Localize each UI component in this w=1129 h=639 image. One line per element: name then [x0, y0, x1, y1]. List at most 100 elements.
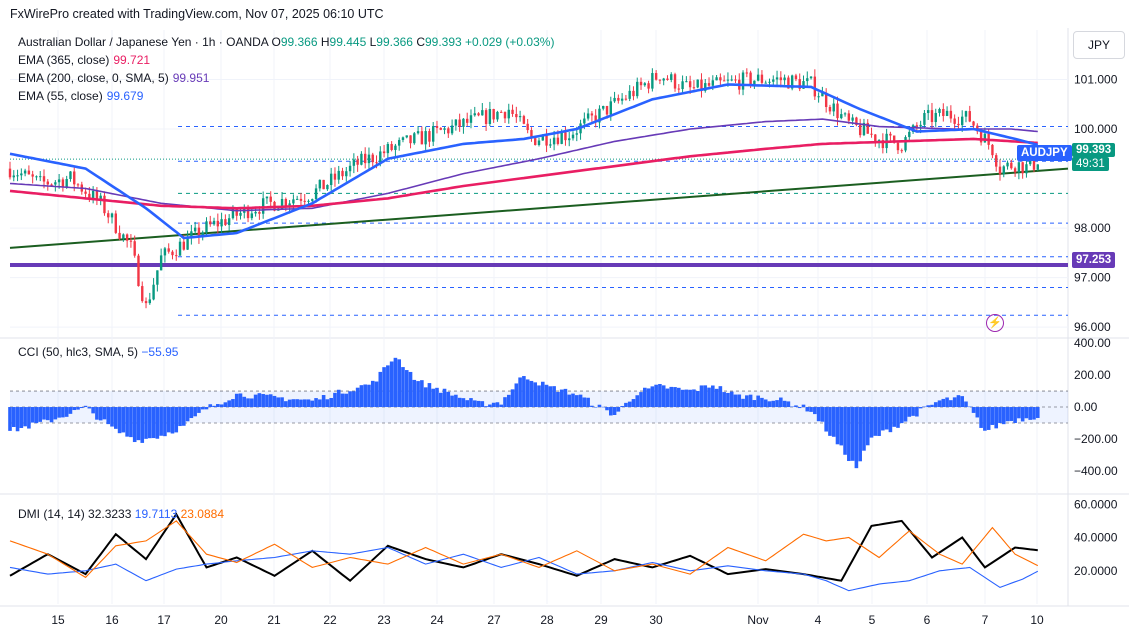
candle-body	[401, 137, 405, 140]
candle-body	[1021, 162, 1024, 174]
candle-body	[1013, 168, 1017, 173]
cci-bar	[408, 371, 413, 408]
cci-bar	[915, 407, 919, 417]
symbol-legend[interactable]: Australian Dollar / Japanese Yen · 1h · …	[18, 35, 554, 49]
candle-body	[938, 108, 941, 113]
alert-icon[interactable]: ⚡	[986, 314, 1004, 332]
candle-body	[911, 125, 915, 132]
candle-body	[61, 179, 65, 188]
cci-bar	[19, 407, 24, 428]
candle-body	[662, 78, 665, 81]
y-tick-label: 101.000	[1074, 73, 1118, 87]
cci-bar	[941, 398, 946, 408]
cci-bar	[38, 407, 43, 422]
cci-bar	[208, 404, 213, 408]
cci-bar	[129, 407, 133, 438]
cci-bar	[212, 405, 216, 408]
cci-bar	[945, 397, 949, 408]
cci-bar	[136, 407, 141, 441]
candle-body	[209, 221, 212, 225]
symbol-title: Australian Dollar / Japanese Yen · 1h · …	[18, 35, 269, 49]
candle-body	[318, 179, 322, 189]
candle-body	[568, 138, 571, 141]
cci-bar	[741, 398, 745, 408]
candle-body	[477, 113, 480, 116]
candle-body	[152, 284, 155, 300]
ema365-legend[interactable]: EMA (365, close) 99.721	[18, 53, 151, 67]
cci-bar	[68, 407, 73, 414]
candle-body	[99, 195, 102, 200]
candle-body	[76, 184, 80, 186]
cci-bar	[986, 407, 991, 430]
countdown-tag: 49:31	[1072, 157, 1109, 171]
cci-bar	[250, 398, 254, 408]
candle-body	[658, 79, 662, 81]
cci-bar	[828, 407, 832, 436]
cci-bar	[665, 388, 670, 408]
candle-body	[12, 175, 15, 178]
cci-bar	[877, 407, 881, 436]
cci-bar	[382, 367, 386, 408]
cci-bar	[344, 393, 349, 408]
cci-bar	[257, 393, 262, 408]
dmi-tick-label: 20.0000	[1074, 564, 1118, 578]
candle-body	[322, 179, 325, 190]
candle-body	[609, 101, 612, 115]
ema200-legend[interactable]: EMA (200, close, 0, SMA, 5) 99.951	[18, 71, 210, 85]
candle-body	[360, 153, 363, 165]
candle-body	[175, 255, 178, 257]
candle-body	[598, 108, 601, 123]
candle-body	[518, 116, 522, 118]
symbol-tag: AUDJPY	[1017, 145, 1072, 161]
cci-bar	[899, 407, 904, 424]
cci-bar	[552, 386, 556, 408]
candle-body	[299, 198, 303, 201]
candle-body	[424, 131, 427, 145]
cci-bar	[854, 407, 859, 469]
cci-bar	[325, 399, 330, 408]
cci-bar	[34, 407, 39, 424]
cci-bar	[794, 405, 798, 408]
candle-body	[432, 126, 435, 142]
cci-tick-label: 400.00	[1074, 336, 1111, 350]
cci-bar	[548, 386, 553, 408]
cci-bar	[472, 400, 477, 408]
candle-body	[817, 96, 820, 98]
cci-legend[interactable]: CCI (50, hlc3, SMA, 5) −55.95	[18, 345, 179, 359]
cci-bar	[49, 407, 54, 423]
cci-bar	[412, 379, 417, 408]
x-tick-label: 6	[924, 613, 931, 627]
candle-body	[707, 83, 711, 86]
candle-body	[69, 171, 72, 180]
cci-bar	[971, 407, 976, 413]
candle-body	[828, 106, 832, 112]
dmi-legend[interactable]: DMI (14, 14) 32.3233 19.7113 23.0884	[18, 507, 224, 521]
cci-bar	[695, 390, 700, 408]
candle-body	[107, 213, 110, 218]
cci-bar	[703, 385, 708, 408]
currency-button[interactable]: JPY	[1073, 31, 1125, 59]
candles	[8, 68, 1039, 309]
cci-bar	[484, 406, 488, 408]
cci-bar	[397, 359, 401, 408]
candle-body	[692, 87, 696, 89]
ema55-legend[interactable]: EMA (55, close) 99.679	[18, 89, 144, 103]
cci-bar	[117, 407, 122, 434]
dmi-panel	[9, 512, 1039, 592]
candle-body	[171, 251, 174, 256]
candle-body	[182, 241, 186, 250]
cci-bar	[858, 407, 862, 462]
cci-bar	[378, 371, 383, 408]
candle-body	[20, 173, 23, 176]
x-tick-label: 28	[540, 613, 554, 627]
cci-bar	[302, 399, 307, 408]
cci-bar	[261, 394, 265, 408]
candle-body	[141, 286, 144, 302]
candle-body	[915, 125, 919, 127]
x-tick-label: 29	[594, 613, 608, 627]
cci-bar	[352, 391, 356, 408]
cci-bar	[11, 407, 16, 427]
candle-body	[314, 188, 318, 200]
cci-bar	[926, 405, 930, 408]
